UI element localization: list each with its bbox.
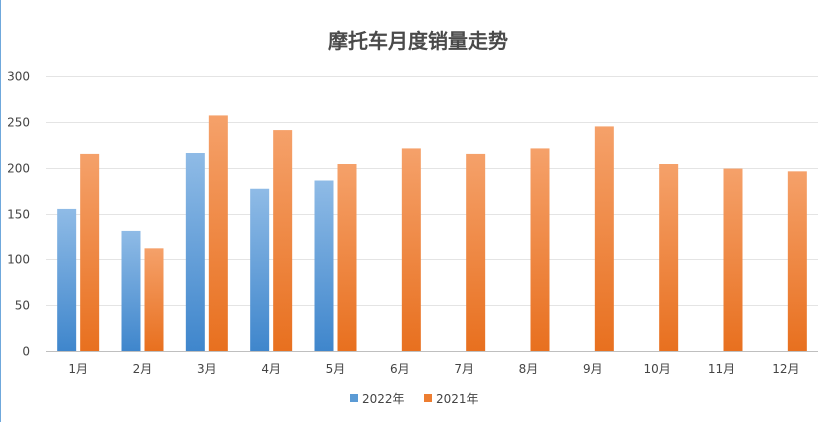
y-tick-label: 250	[7, 116, 30, 130]
legend: 2022年 2021年	[350, 392, 479, 406]
y-tick-label: 0	[22, 345, 30, 359]
bar-series2	[466, 153, 486, 351]
bar-series2	[401, 148, 421, 351]
x-tick-label: 12月	[772, 362, 799, 376]
legend-label: 2022年	[362, 392, 405, 406]
bar-series2	[208, 115, 228, 352]
bar-series2	[530, 148, 550, 351]
y-tick-label: 200	[7, 162, 30, 176]
y-tick-label: 150	[7, 208, 30, 222]
bar-series2	[144, 248, 164, 351]
x-tick-label: 7月	[454, 362, 474, 376]
bar-series2	[337, 164, 357, 351]
x-tick-label: 5月	[326, 362, 346, 376]
gridlines	[46, 76, 818, 352]
x-axis-ticks: 1月 2月 3月 4月 5月 6月 7月 8月 9月 10月 11月 12月	[68, 362, 799, 376]
x-tick-label: 2月	[133, 362, 153, 376]
bar-series2	[273, 130, 293, 351]
bar-series1	[185, 153, 205, 351]
bar-series2	[659, 164, 679, 351]
x-tick-label: 1月	[68, 362, 88, 376]
bar-series1	[250, 188, 270, 351]
y-tick-label: 100	[7, 253, 30, 267]
x-tick-label: 8月	[519, 362, 539, 376]
bar-series2	[594, 126, 614, 352]
legend-swatch	[350, 394, 358, 402]
x-tick-label: 9月	[583, 362, 603, 376]
bar-series2	[80, 153, 100, 351]
y-tick-label: 300	[7, 70, 30, 84]
bar-series1	[121, 230, 141, 351]
x-tick-label: 3月	[197, 362, 217, 376]
bars	[57, 115, 807, 352]
x-tick-label: 10月	[644, 362, 671, 376]
x-tick-label: 4月	[261, 362, 281, 376]
bar-series1	[314, 180, 334, 351]
y-axis-ticks: 0 50 100 150 200 250 300	[7, 70, 30, 359]
legend-swatch	[424, 394, 432, 402]
bar-series1	[57, 208, 77, 351]
bar-series2	[787, 171, 807, 351]
chart-title: 摩托车月度销量走势	[328, 29, 508, 53]
y-tick-label: 50	[15, 299, 30, 313]
bar-series2	[723, 168, 743, 351]
x-tick-label: 6月	[390, 362, 410, 376]
x-tick-label: 11月	[708, 362, 735, 376]
legend-label: 2021年	[436, 392, 479, 406]
